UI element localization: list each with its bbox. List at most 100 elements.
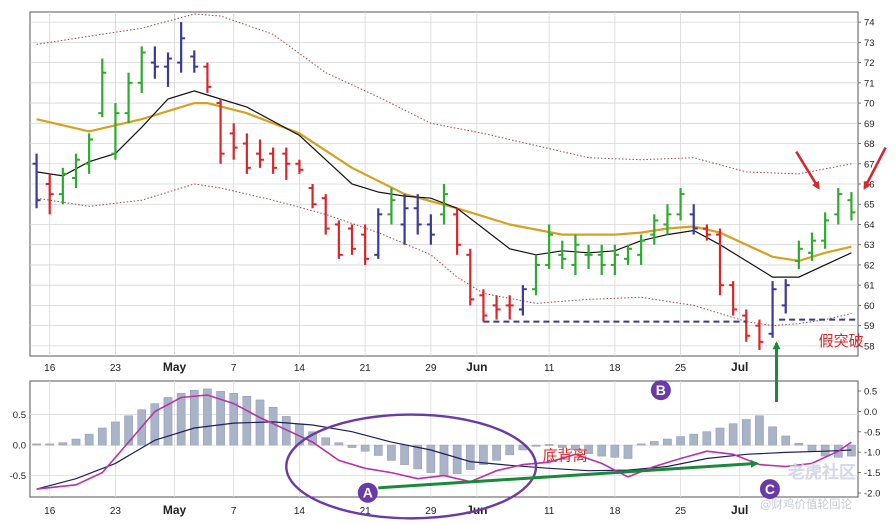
- macd-histogram-bar: [71, 438, 81, 446]
- price-tick-label-x: 11: [544, 363, 555, 374]
- ohlc-bar: [584, 244, 593, 269]
- macd-histogram-bar: [741, 419, 751, 446]
- price-tick-label-x: May: [163, 360, 187, 374]
- ohlc-bar: [295, 159, 304, 174]
- ohlc-bar: [505, 295, 514, 320]
- macd-tick-label-right: -1.0: [864, 448, 880, 459]
- ohlc-bar: [676, 188, 685, 221]
- macd-tick-label-x: 7: [231, 506, 237, 517]
- ohlc-bar: [610, 244, 619, 276]
- macd-histogram-bar: [781, 435, 791, 446]
- watermark: 老虎社区 @财鸡价值轮回论: [760, 462, 856, 511]
- macd-tick-label-right: 0.0: [864, 407, 877, 418]
- macd-histogram-bar: [360, 444, 370, 452]
- macd-tick-label-left: 0.5: [13, 410, 26, 421]
- ohlc-bar: [150, 46, 159, 79]
- macd-histogram-bar: [308, 431, 317, 446]
- ohlc-bar: [32, 153, 41, 209]
- price-tick-label-y: 59: [864, 321, 875, 332]
- macd-tick-label-x: 25: [675, 506, 687, 517]
- ohlc-bar: [361, 224, 370, 265]
- macd-histogram-bar: [610, 444, 620, 458]
- macd-histogram-bar: [189, 389, 199, 446]
- ohlc-bar: [348, 224, 356, 255]
- red-arrow: [863, 146, 887, 190]
- ohlc-bar: [282, 147, 291, 180]
- macd-histogram-bar: [45, 443, 55, 446]
- macd-histogram-bar: [807, 444, 817, 452]
- label-a-circle: [357, 482, 378, 503]
- price-tick-label-y: 68: [864, 139, 875, 150]
- macd-line: [36, 421, 852, 490]
- macd-tick-label-x: 21: [360, 506, 372, 517]
- divergence-ellipse: [285, 413, 538, 520]
- ohlc-bar: [45, 173, 54, 215]
- price-tick-label-x: 7: [231, 363, 237, 374]
- macd-histogram-bar: [216, 391, 225, 446]
- macd-histogram-bar: [373, 444, 383, 456]
- ohlc-bar: [269, 147, 278, 174]
- ohlc-bar: [479, 289, 488, 322]
- macd-histogram-bar: [452, 444, 462, 475]
- macd-histogram-bar: [281, 416, 291, 446]
- macd-histogram-bar: [58, 442, 68, 446]
- price-tick-label-x: 14: [294, 363, 306, 374]
- ohlc-bar: [597, 244, 606, 276]
- macd-tick-label-x: 18: [609, 506, 621, 517]
- price-tick-label-x: 25: [675, 363, 687, 374]
- macd-tick-label-x: 23: [110, 506, 122, 517]
- ohlc-bar: [518, 285, 527, 316]
- ohlc-bar: [308, 184, 317, 209]
- ohlc-bar: [794, 240, 803, 269]
- macd-histogram-bar: [623, 444, 633, 459]
- macd-histogram-bar: [32, 443, 41, 446]
- macd-tick-label-right: 0.5: [864, 387, 877, 398]
- price-tick-label-x: 23: [110, 363, 122, 374]
- macd-histogram-bar: [584, 444, 593, 454]
- macd-tick-label-x: 29: [425, 506, 437, 517]
- macd-histogram-bar: [334, 442, 344, 446]
- ohlc-bar: [387, 188, 396, 225]
- ohlc-bar: [571, 234, 580, 276]
- ohlc-bar: [808, 232, 816, 261]
- macd-histogram-bar: [755, 415, 764, 446]
- macd-histogram-bar: [689, 433, 699, 446]
- signal-line: [36, 394, 852, 490]
- ohlc-bar: [334, 220, 343, 259]
- price-tick-label-y: 72: [864, 58, 875, 69]
- ohlc-bar: [781, 279, 790, 314]
- macd-histogram-bar: [439, 444, 449, 476]
- macd-histogram-bar: [203, 388, 212, 446]
- ohlc-bar: [768, 281, 777, 338]
- macd-histogram-bar: [768, 426, 777, 446]
- ohlc-bar: [834, 188, 843, 225]
- ohlc-bar: [716, 228, 724, 296]
- ohlc-bar: [98, 58, 107, 118]
- price-tick-label-y: 71: [864, 78, 875, 89]
- macd-tick-label-right: -2.0: [864, 489, 880, 500]
- macd-histogram-bar: [715, 427, 725, 446]
- macd-tick-label-right: -1.5: [864, 468, 880, 479]
- macd-histogram-bar: [465, 444, 475, 470]
- macd-panel: 16 23 May 7 14 21 29 Jun 11 18 25 Jul0.50.0-0.50.50…: [10, 380, 880, 517]
- ohlc-bar: [374, 208, 383, 259]
- upper-band-line: [36, 13, 852, 175]
- ohlc-bar: [400, 194, 409, 245]
- ohlc-bar: [755, 319, 764, 350]
- ohlc-bar: [453, 208, 462, 255]
- ohlc-bar: [689, 204, 698, 235]
- macd-histogram-bar: [163, 397, 173, 446]
- price-tick-label-y: 69: [864, 119, 875, 130]
- price-tick-label-y: 73: [864, 38, 875, 49]
- ohlc-bar: [58, 167, 67, 205]
- ohlc-bar: [256, 139, 264, 168]
- ohlc-bar: [426, 214, 435, 245]
- macd-histogram-bar: [150, 403, 160, 446]
- macd-tick-label-left: 0.0: [13, 441, 26, 452]
- macd-histogram-bar: [97, 427, 107, 446]
- watermark-caption: @财鸡价值轮回论: [760, 497, 852, 511]
- ohlc-bar: [321, 194, 330, 235]
- price-tick-label-y: 67: [864, 159, 875, 170]
- ohlc-bar: [729, 281, 738, 316]
